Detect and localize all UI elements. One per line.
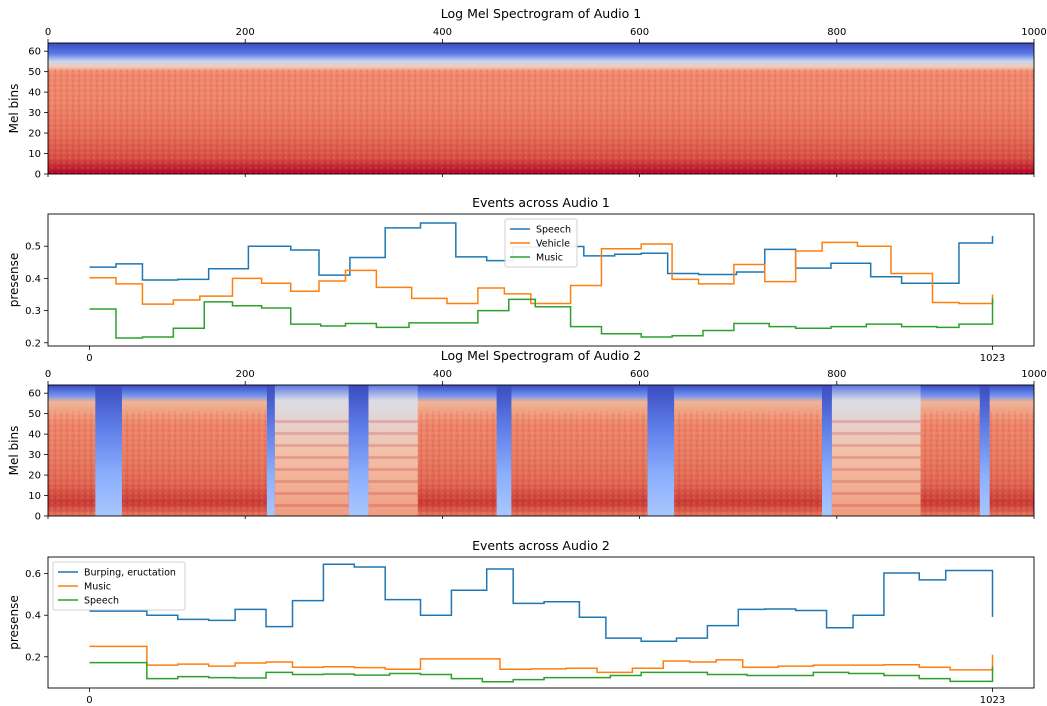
axes-frame — [47, 384, 1035, 517]
silence-region-5 — [822, 385, 832, 516]
y-tick-label: 0.4 — [25, 611, 41, 622]
y-tick-label: 50 — [28, 409, 41, 420]
legend-label: Music — [84, 582, 111, 593]
x-tick-label: 800 — [827, 27, 846, 38]
y-tick-label: 0 — [35, 170, 41, 181]
y-tick-label: 40 — [28, 430, 41, 441]
legend: Speech Vehicle Music — [504, 218, 578, 268]
y-tick-label: 60 — [28, 47, 41, 58]
harmonic-bands-2 — [831, 417, 921, 516]
silence-region-1 — [266, 385, 275, 516]
y-tick-label: 10 — [28, 491, 41, 502]
y-tick-label: 20 — [28, 471, 41, 482]
x-tick-label: 600 — [630, 369, 649, 380]
spectrogram-texture — [48, 69, 1034, 174]
x-tick-label: 400 — [433, 27, 452, 38]
y-axis-label: presense — [7, 253, 21, 308]
x-tick-label: 1023 — [980, 695, 1005, 706]
series-line-vehicle — [89, 241, 994, 305]
x-tick-label: 1023 — [980, 353, 1005, 364]
silence-region-4 — [647, 385, 675, 516]
y-tick-label: 50 — [28, 67, 41, 78]
legend-label: Burping, eructation — [84, 568, 176, 579]
spectrogram-image — [48, 385, 1034, 516]
y-tick-label: 60 — [28, 389, 41, 400]
panel-1: Log Mel Spectrogram of Audio 10 200 400 600… — [7, 6, 1047, 181]
y-axis-label: Mel bins — [7, 426, 21, 476]
series-line-burping-eructation — [89, 563, 994, 642]
y-axis-label: presense — [7, 595, 21, 650]
legend-box — [504, 218, 578, 268]
spectrogram-image — [48, 43, 1034, 174]
x-tick-label: 600 — [630, 27, 649, 38]
x-tick-label: 400 — [433, 369, 452, 380]
panel-title: Events across Audio 2 — [472, 538, 610, 553]
y-tick-label: 0.4 — [25, 274, 41, 285]
panel-title: Log Mel Spectrogram of Audio 2 — [441, 348, 641, 363]
y-tick-label: 40 — [28, 88, 41, 99]
x-tick-label: 1000 — [1021, 27, 1046, 38]
silence-region-6 — [979, 385, 990, 516]
x-tick-label: 0 — [86, 695, 92, 706]
y-tick-label: 0.3 — [25, 306, 41, 317]
legend-label: Music — [536, 253, 563, 264]
y-tick-label: 0.5 — [25, 242, 41, 253]
legend-label: Speech — [536, 225, 571, 236]
legend-label: Speech — [84, 596, 119, 607]
y-tick-label: 0.2 — [25, 652, 41, 663]
panel-3: Log Mel Spectrogram of Audio 20 200 400 600… — [7, 348, 1047, 523]
y-tick-label: 20 — [28, 129, 41, 140]
x-tick-label: 0 — [45, 369, 51, 380]
panel-title: Events across Audio 1 — [472, 195, 610, 210]
y-axis-label: Mel bins — [7, 84, 21, 134]
panel-4: Events across Audio 2 0 1023 Burping, eruct… — [7, 538, 1035, 706]
y-tick-label: 0.2 — [25, 338, 41, 349]
y-tick-label: 0 — [35, 512, 41, 523]
y-tick-label: 30 — [28, 450, 41, 461]
panel-title: Log Mel Spectrogram of Audio 1 — [441, 6, 641, 21]
series-line-music — [89, 298, 994, 339]
harmonic-bands-1 — [368, 417, 418, 516]
y-tick-label: 30 — [28, 108, 41, 119]
harmonic-bands-0 — [274, 417, 349, 516]
x-tick-label: 1000 — [1021, 369, 1046, 380]
axes-frame — [47, 213, 1035, 347]
silence-region-3 — [496, 385, 512, 516]
x-tick-label: 200 — [236, 27, 255, 38]
silence-region-0 — [95, 385, 122, 516]
x-tick-label: 200 — [236, 369, 255, 380]
x-tick-label: 800 — [827, 369, 846, 380]
x-tick-label: 0 — [86, 353, 92, 364]
y-tick-label: 0.6 — [25, 569, 41, 580]
axes-frame — [47, 556, 1035, 689]
panel-2: Events across Audio 1 0 1023 Speech Vehicle M… — [7, 195, 1035, 364]
legend-box — [52, 561, 186, 611]
legend: Burping, eructation Music Speech — [52, 561, 186, 611]
series-line-speech — [89, 661, 994, 683]
x-tick-label: 0 — [45, 27, 51, 38]
axes-frame — [47, 42, 1035, 175]
legend-label: Vehicle — [536, 239, 570, 250]
silence-region-2 — [348, 385, 369, 516]
y-tick-label: 10 — [28, 149, 41, 160]
series-line-music — [89, 645, 994, 674]
